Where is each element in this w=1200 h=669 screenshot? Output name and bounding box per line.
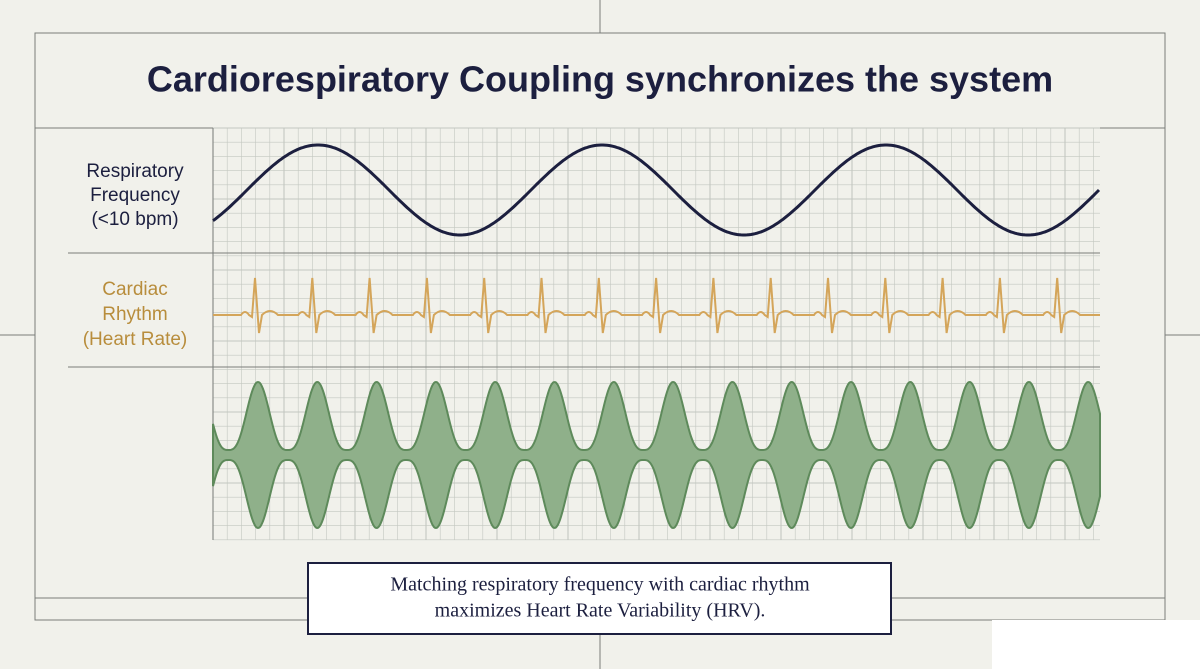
title: Cardiorespiratory Coupling synchronizes … — [147, 59, 1053, 100]
row-label: (Heart Rate) — [83, 329, 188, 350]
cardiac-wave — [213, 277, 1100, 334]
hrv-wave — [212, 380, 1101, 530]
caption: Matching respiratory frequency with card… — [390, 574, 810, 596]
row-label: Cardiac — [102, 279, 167, 300]
row-label: (<10 bpm) — [91, 209, 178, 230]
respiratory-wave — [212, 143, 1101, 237]
row-label: Respiratory — [86, 161, 184, 182]
caption-box — [307, 562, 892, 635]
row-label: Rhythm — [102, 304, 167, 325]
corner-patch — [992, 620, 1200, 669]
row-label: Frequency — [90, 185, 180, 206]
caption: maximizes Heart Rate Variability (HRV). — [435, 600, 766, 622]
